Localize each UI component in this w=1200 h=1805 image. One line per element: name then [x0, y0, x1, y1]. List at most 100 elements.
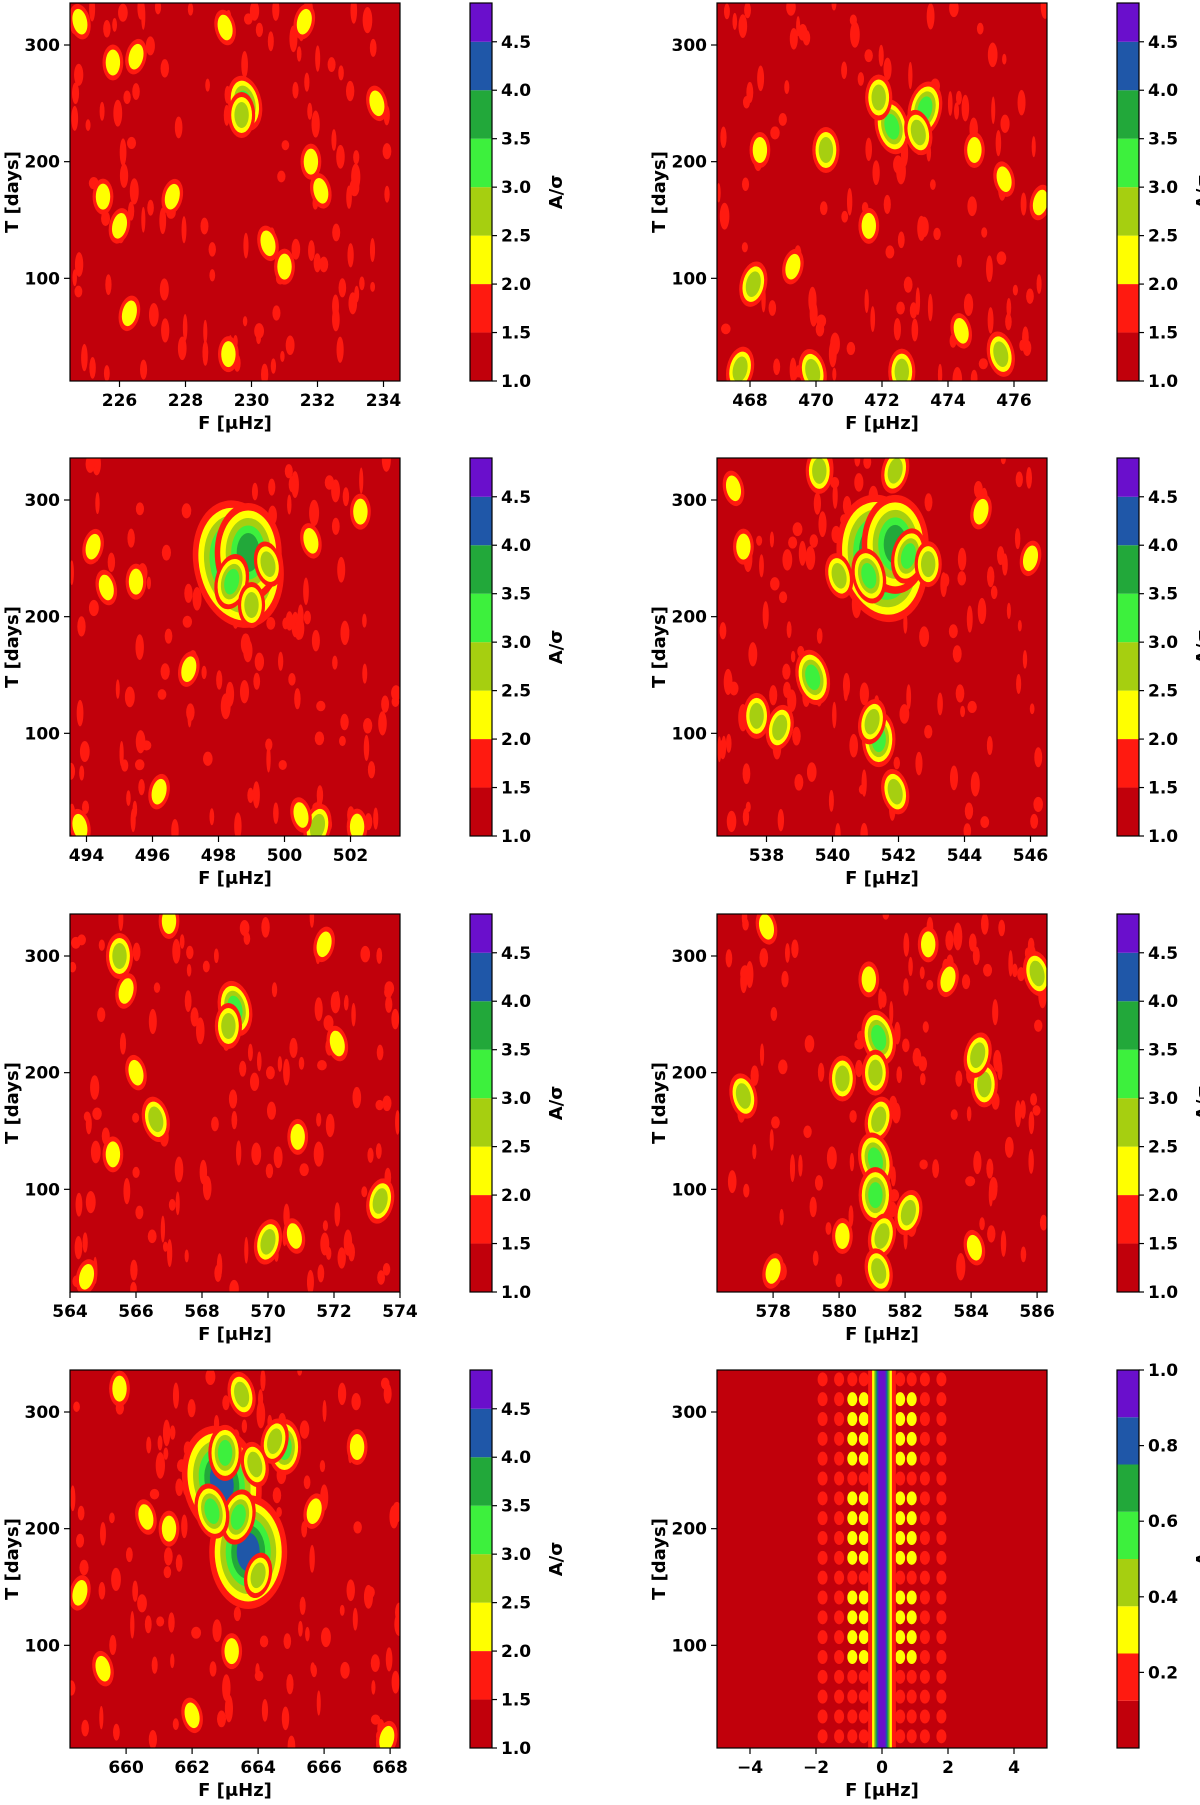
colorbar-label: A/σ [546, 175, 567, 210]
colorbar-segment [1117, 1243, 1139, 1292]
speckle-mark [169, 1425, 176, 1440]
signal-blob [70, 3, 91, 40]
colorbar-tick-label: 3.0 [1148, 1089, 1178, 1109]
speckle-mark [384, 985, 393, 999]
signal-blob [881, 768, 910, 815]
speckle-mark [192, 587, 202, 611]
speckle-mark [259, 1635, 269, 1648]
colorbar-tick-label: 1.0 [501, 372, 531, 392]
speckle-mark [285, 335, 295, 356]
colorbar-tick-label: 2.0 [501, 1642, 531, 1662]
signal-blob [867, 1213, 897, 1259]
speckle-mark [239, 1060, 247, 1077]
colorbar-segment [1117, 1464, 1139, 1512]
sidelobe-mark [895, 1650, 906, 1664]
speckle-mark [261, 1698, 269, 1722]
signal-blob [260, 1418, 289, 1464]
speckle-mark [919, 626, 930, 648]
speckle-mark [90, 1075, 100, 1100]
speckle-mark [782, 663, 791, 680]
x-tick-label: 582 [887, 1302, 923, 1322]
signal-blob [214, 1003, 242, 1049]
colorbar-segment [470, 952, 492, 1002]
sidelobe-mark [817, 1630, 828, 1645]
colorbar-segment [1117, 1195, 1139, 1244]
speckle-mark [229, 1279, 239, 1292]
speckle-mark [154, 3, 162, 15]
speckle-mark [382, 143, 392, 160]
speckle-mark [987, 42, 998, 68]
speckle-mark [792, 726, 801, 746]
speckle-mark [1034, 1019, 1043, 1032]
colorbar-segment [1117, 90, 1139, 139]
x-tick-label: 542 [881, 846, 917, 866]
x-tick-label: 546 [1013, 846, 1049, 866]
heatmap-area [70, 1370, 400, 1748]
speckle-mark [337, 556, 346, 583]
speckle-mark [369, 237, 376, 263]
speckle-mark [186, 945, 194, 960]
speckle-mark [967, 700, 977, 714]
colorbar-tick-label: 1.5 [1148, 1235, 1178, 1255]
sidelobe-mark [834, 1511, 845, 1526]
sidelobe-mark [906, 1630, 917, 1645]
colorbar-segment [1117, 458, 1139, 497]
colorbar-segment [1117, 138, 1139, 188]
speckle-mark [138, 778, 145, 796]
speckle-mark [113, 1723, 120, 1741]
sidelobe-mark [858, 1392, 869, 1407]
speckle-mark [929, 179, 936, 190]
sidelobe-mark [834, 1491, 845, 1506]
speckle-mark [271, 982, 278, 998]
colorbar-tick-label: 1.5 [501, 324, 531, 344]
speckle-mark [303, 577, 309, 606]
y-tick-label: 300 [25, 36, 61, 56]
speckle-mark [172, 938, 181, 964]
signal-blob [220, 1489, 256, 1545]
speckle-mark [949, 3, 959, 18]
speckle-mark [74, 63, 84, 86]
speckle-mark [1008, 950, 1013, 977]
speckle-mark [317, 1264, 325, 1283]
speckle-mark [769, 685, 778, 706]
speckle-mark [311, 1664, 317, 1678]
speckle-mark [857, 72, 865, 86]
speckle-mark [806, 762, 817, 782]
speckle-mark [135, 634, 144, 661]
colorbar-segment [470, 914, 492, 953]
x-tick-label: 476 [996, 391, 1032, 411]
x-tick-label: 584 [953, 1302, 989, 1322]
sidelobe-mark [858, 1451, 869, 1466]
sidelobe-mark [895, 1709, 906, 1724]
colorbar-tick-label: 1.0 [501, 1739, 531, 1759]
speckle-mark [777, 808, 785, 832]
speckle-mark [121, 759, 129, 772]
speckle-mark [317, 1059, 327, 1071]
speckle-mark [179, 934, 185, 949]
y-tick-label: 200 [672, 153, 708, 173]
colorbar-tick-label: 2.0 [501, 1186, 531, 1206]
speckle-mark [175, 1191, 180, 1216]
speckle-mark [1017, 967, 1025, 982]
speckle-mark [784, 943, 790, 963]
signal-blob [92, 1650, 114, 1687]
sidelobe-mark [895, 1590, 906, 1605]
speckle-mark [309, 914, 315, 928]
speckle-mark [164, 628, 173, 644]
speckle-mark [970, 771, 980, 797]
speckle-mark [778, 1059, 788, 1075]
speckle-mark [849, 1110, 857, 1123]
speckle-mark [212, 1619, 222, 1643]
colorbar-label: A/σ [546, 630, 567, 665]
sidelobe-mark [858, 1669, 869, 1684]
y-tick-label: 300 [672, 947, 708, 967]
speckle-mark [955, 90, 962, 105]
signal-blob [858, 1167, 893, 1224]
signal-blob [346, 1429, 368, 1465]
sidelobe-mark [834, 1709, 845, 1724]
speckle-mark [147, 199, 154, 216]
x-tick-label: 662 [174, 1758, 210, 1778]
colorbar: 1.0 1.5 2.0 2.5 3.0 3.5 4.0 4.5 A/σ [469, 457, 567, 847]
speckle-mark [1006, 602, 1011, 620]
colorbar-segment [1117, 1700, 1139, 1748]
